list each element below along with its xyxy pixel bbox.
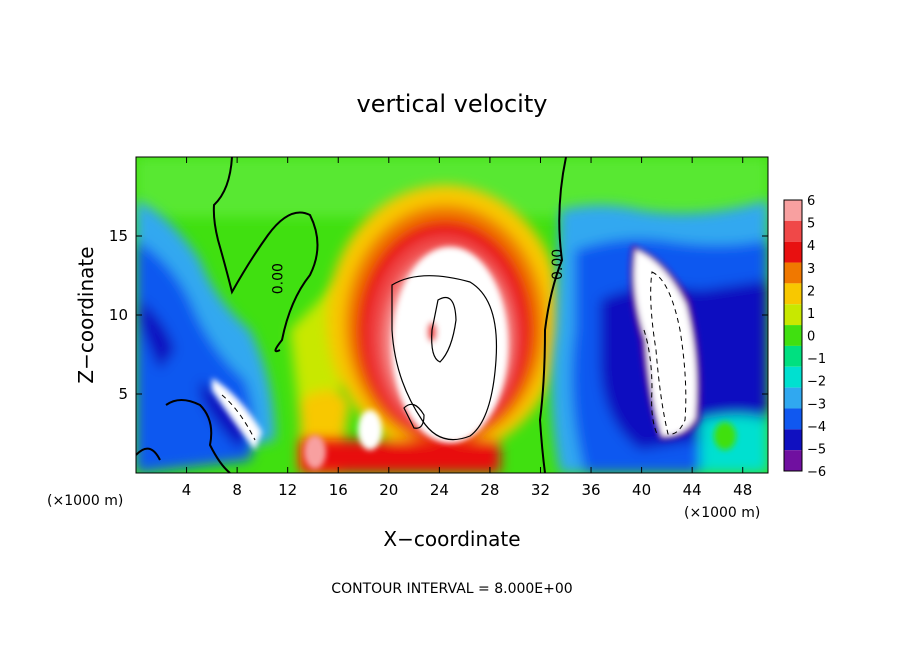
colorbar-swatch	[784, 283, 802, 305]
colorbar-swatch	[784, 366, 802, 388]
x-tick-label: 48	[733, 481, 752, 499]
colorbar-swatch	[784, 262, 802, 284]
x-axis-label: X−coordinate	[383, 527, 520, 551]
colorbar-label: 2	[807, 284, 815, 299]
colorbar-swatch	[784, 220, 802, 242]
x-tick-label: 12	[278, 481, 297, 499]
x-tick-label: 4	[182, 481, 192, 499]
contour-labels: 0.00 0.00	[271, 249, 566, 294]
x-tick-label: 24	[430, 481, 449, 499]
colorbar-label: −1	[807, 352, 826, 367]
contour-label: 0.00	[550, 249, 566, 280]
colorbar-label: −6	[807, 465, 826, 480]
y-axis: 5 10 15	[109, 227, 768, 403]
y-axis-label: Z−coordinate	[74, 246, 98, 383]
x-tick-label: 20	[379, 481, 398, 499]
x-tick-label: 36	[581, 481, 600, 499]
colorbar-label: −5	[807, 442, 826, 457]
y-tick-label: 10	[109, 306, 128, 324]
colorbar-swatch	[784, 408, 802, 430]
colorbar-swatch	[784, 387, 802, 409]
colorbar-label: 0	[807, 330, 815, 345]
x-tick-label: 32	[531, 481, 550, 499]
x-tick-label: 8	[232, 481, 242, 499]
colorbar-swatch	[784, 200, 802, 221]
colorbar-label: 3	[807, 262, 815, 277]
colorbar-frame	[783, 199, 803, 472]
colorbar-label: −2	[807, 375, 826, 390]
x-tick-label: 16	[329, 481, 348, 499]
contour-label: 0.00	[271, 263, 287, 294]
x-tick-label: 40	[632, 481, 651, 499]
colorbar-label: 6	[807, 194, 815, 209]
colorbar-label: 5	[807, 217, 815, 232]
colorbar-swatch	[784, 429, 802, 451]
colorbar-swatch	[784, 450, 802, 471]
velocity-field	[136, 157, 768, 473]
colorbar-label: −4	[807, 420, 826, 435]
x-unit-left: (×1000 m)	[47, 493, 123, 509]
colorbar: 6 5 4 3 2 1 0 −1 −2 −3 −4 −5 −6	[783, 194, 826, 480]
y-tick-label: 15	[109, 227, 128, 245]
chart-title: vertical velocity	[357, 90, 548, 118]
y-tick-label: 5	[118, 385, 128, 403]
colorbar-swatch	[784, 241, 802, 263]
x-tick-label: 28	[480, 481, 499, 499]
contour-interval-note: CONTOUR INTERVAL = 8.000E+00	[331, 581, 572, 597]
colorbar-label: −3	[807, 397, 826, 412]
x-axis: 4 8 12 16 20 24 28 32 36 40 44 48	[182, 157, 752, 499]
colorbar-swatch	[784, 304, 802, 326]
x-tick-label: 44	[683, 481, 702, 499]
colorbar-swatch	[784, 325, 802, 346]
colorbar-swatch	[784, 345, 802, 367]
colorbar-label: 4	[807, 239, 815, 254]
colorbar-label: 1	[807, 307, 815, 322]
x-unit-right: (×1000 m)	[684, 505, 760, 521]
